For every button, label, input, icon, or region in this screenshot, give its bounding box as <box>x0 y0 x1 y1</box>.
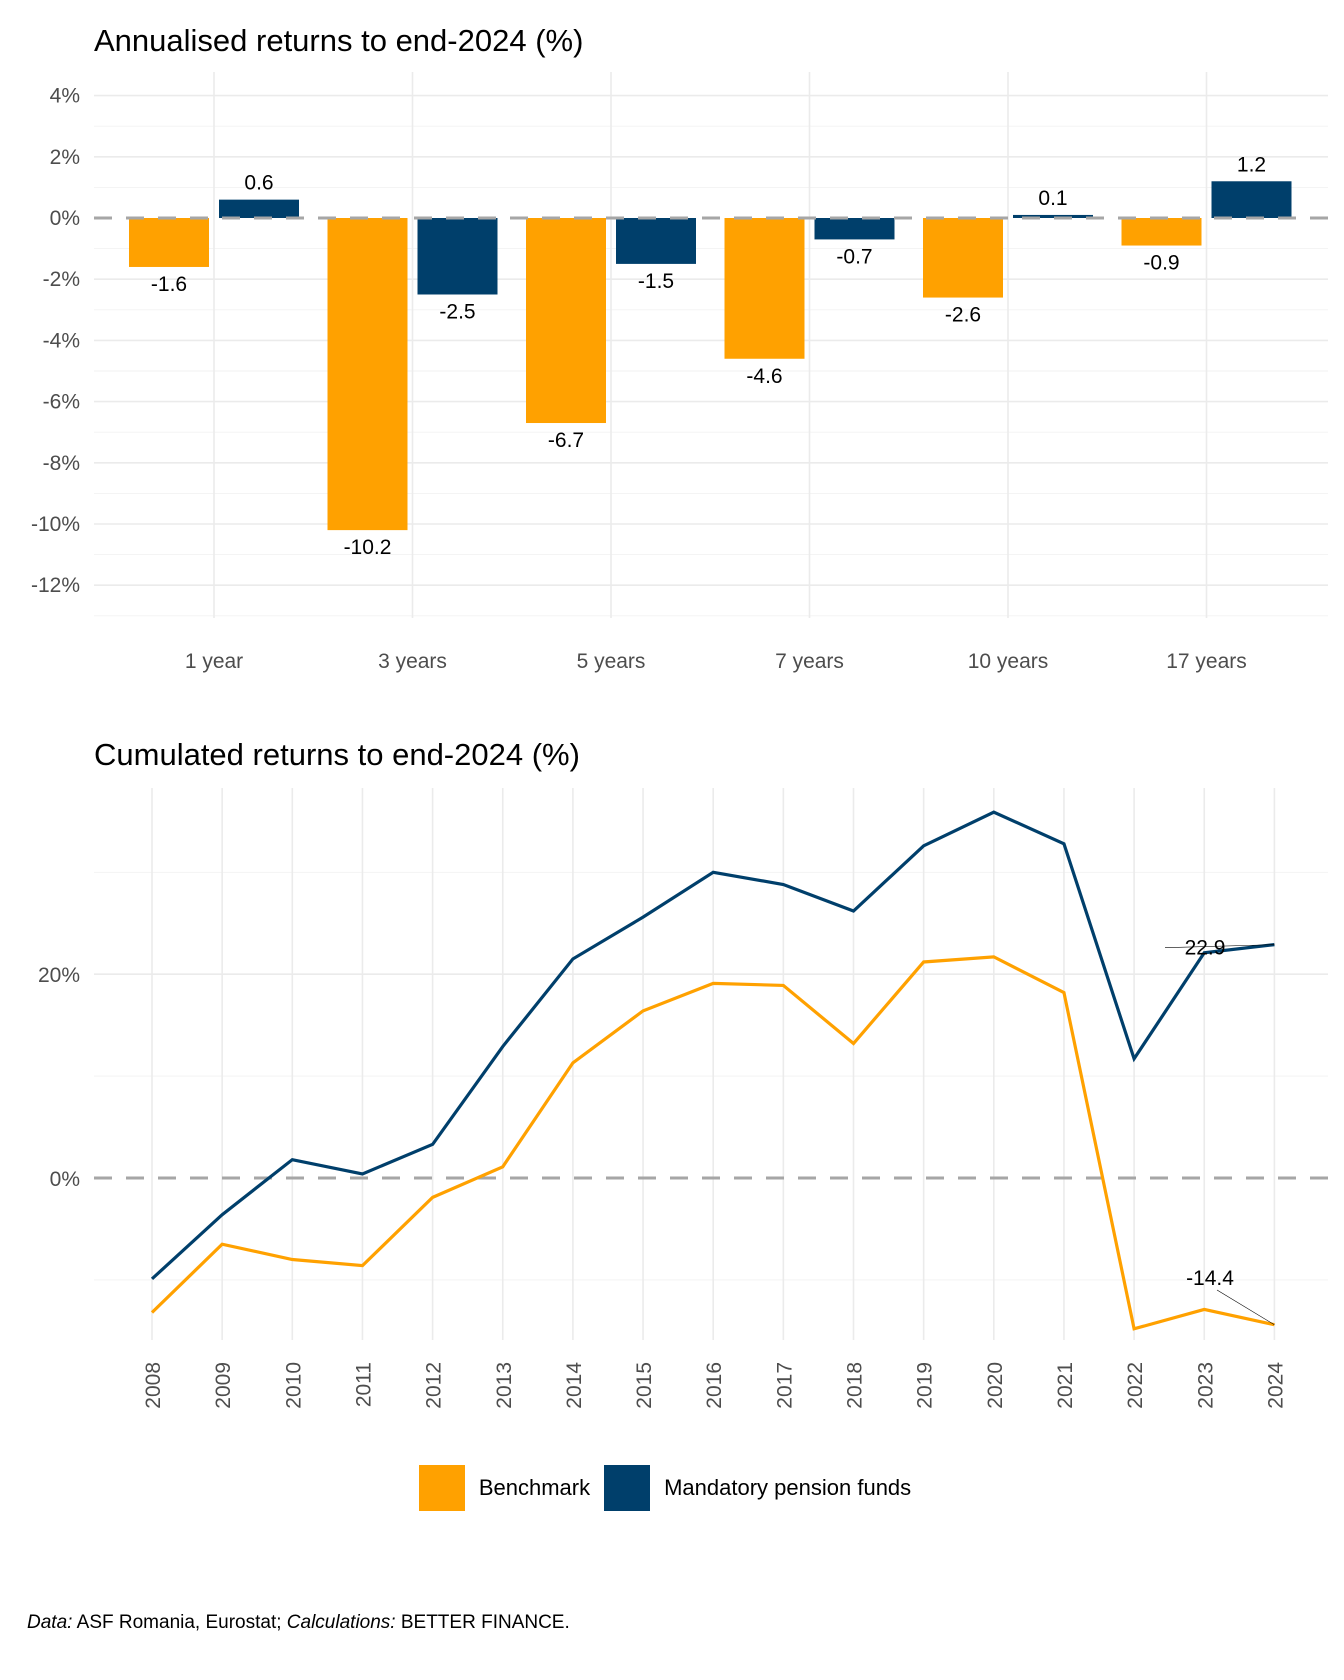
bar-benchmark-1-year <box>129 218 209 267</box>
line-x-tick-label: 2017 <box>773 1362 796 1409</box>
bar-chart-x-axis: 1 year 3 years 5 years 7 years 10 years 17 ye… <box>185 650 1247 673</box>
annotation-label-mandatory: 22.9 <box>1185 937 1226 960</box>
line-x-tick-label: 2015 <box>633 1362 656 1409</box>
bar-data-label: -1.5 <box>638 270 674 293</box>
bar-data-label: -10.2 <box>344 536 392 559</box>
bar-mandatory-3-years <box>417 218 498 295</box>
bar-data-label: -0.9 <box>1143 252 1179 275</box>
line-x-tick-label: 2023 <box>1194 1362 1217 1409</box>
line-x-tick-label: 2020 <box>984 1362 1007 1409</box>
bar-benchmark-17-years <box>1121 218 1202 246</box>
bar-x-tick-label: 1 year <box>185 650 243 673</box>
bar-data-label: 1.2 <box>1237 153 1266 176</box>
caption-data-text: ASF Romania, Eurostat; <box>72 1612 287 1633</box>
line-x-tick-label: 2012 <box>423 1362 446 1409</box>
bar-benchmark-7-years <box>724 218 805 359</box>
bar-chart-bars <box>129 181 1292 531</box>
line-x-tick-label: 2019 <box>914 1362 937 1409</box>
annotation-leader-benchmark <box>1216 1289 1275 1325</box>
line-x-tick-label: 2011 <box>352 1362 375 1407</box>
bar-benchmark-10-years <box>923 218 1003 298</box>
bar-data-label: -4.6 <box>746 365 782 388</box>
bar-x-tick-label: 5 years <box>577 650 646 673</box>
caption-data-label: Data: <box>27 1612 73 1633</box>
legend: Benchmark Mandatory pension funds <box>0 1465 1344 1511</box>
line-x-tick-label: 2013 <box>493 1362 516 1409</box>
legend-item-benchmark: Benchmark <box>418 1465 604 1511</box>
line-y-tick-label: 20% <box>38 964 80 987</box>
bar-data-label: -2.6 <box>945 304 981 327</box>
bar-mandatory-17-years <box>1211 181 1292 218</box>
bar-y-tick-label: -6% <box>43 391 80 414</box>
bar-y-tick-label: -4% <box>43 329 80 352</box>
line-x-tick-label: 2021 <box>1054 1362 1077 1409</box>
bar-data-label: -6.7 <box>548 429 584 452</box>
bar-x-tick-label: 3 years <box>378 650 447 673</box>
line-y-tick-label: 0% <box>50 1168 80 1191</box>
line-x-tick-label: 2018 <box>844 1362 867 1409</box>
legend-item-mandatory-pension-funds: Mandatory pension funds <box>604 1465 925 1511</box>
bar-y-tick-label: -12% <box>31 574 80 597</box>
line-chart-title: Cumulated returns to end-2024 (%) <box>94 737 580 772</box>
bar-chart-title: Annualised returns to end-2024 (%) <box>94 23 583 58</box>
bar-data-label: 0.6 <box>244 172 273 195</box>
annotation-leader-mandatory <box>1164 944 1275 948</box>
line-x-tick-label: 2014 <box>563 1362 586 1409</box>
bar-chart-y-axis: 4% 2% 0% -2% -4% -6% -8% -10% -12% <box>31 85 80 598</box>
line-x-tick-label: 2024 <box>1264 1362 1287 1409</box>
bar-y-tick-label: 4% <box>50 85 80 108</box>
line-x-tick-label: 2016 <box>703 1362 726 1409</box>
bar-data-label: 0.1 <box>1038 187 1067 210</box>
bar-data-label: -0.7 <box>836 245 872 268</box>
bar-benchmark-3-years <box>327 218 408 531</box>
bar-mandatory-7-years <box>814 218 895 240</box>
line-x-tick-label: 2022 <box>1124 1362 1147 1409</box>
bar-y-tick-label: 2% <box>50 146 80 169</box>
source-caption: Data: ASF Romania, Eurostat; Calculation… <box>27 1612 570 1634</box>
annotation-label-benchmark: -14.4 <box>1186 1267 1234 1290</box>
legend-swatch-mandatory-pension-funds <box>604 1465 651 1511</box>
bar-y-tick-label: -10% <box>31 513 80 536</box>
line-chart-gridlines <box>94 788 1328 1340</box>
legend-label-benchmark: Benchmark <box>478 1475 591 1500</box>
bar-y-tick-label: 0% <box>50 207 80 230</box>
bar-data-label: -2.5 <box>439 301 475 324</box>
line-chart-y-axis: 20% 0% <box>38 964 80 1191</box>
bar-chart-data-labels: -1.6 -10.2 -6.7 -4.6 -2.6 -0.9 0.6 -2.5 -1.5 -0.7… <box>151 153 1266 559</box>
bar-benchmark-5-years <box>526 218 606 424</box>
line-x-tick-label: 2010 <box>282 1362 305 1409</box>
bar-mandatory-5-years <box>616 218 696 264</box>
bar-x-tick-label: 7 years <box>775 650 844 673</box>
bar-x-tick-label: 10 years <box>968 650 1049 673</box>
legend-label-mandatory-pension-funds: Mandatory pension funds <box>664 1475 912 1500</box>
line-x-tick-label: 2009 <box>212 1362 235 1409</box>
bar-mandatory-10-years <box>1013 214 1093 218</box>
legend-swatch-benchmark <box>418 1465 465 1511</box>
caption-calc-label: Calculations: <box>286 1612 396 1633</box>
caption-calc-text: BETTER FINANCE. <box>395 1612 570 1633</box>
bar-x-tick-label: 17 years <box>1166 650 1247 673</box>
line-chart-x-axis: 2008 2009 2010 2011 2012 2013 2014 2015 2016 2017… <box>142 1362 1287 1409</box>
bar-y-tick-label: -8% <box>43 452 80 475</box>
bar-chart-gridlines <box>94 72 1328 618</box>
line-x-tick-label: 2008 <box>142 1362 165 1409</box>
bar-y-tick-label: -2% <box>43 268 80 291</box>
bar-data-label: -1.6 <box>151 273 187 296</box>
line-chart-annotations: 22.9 -14.4 <box>1164 937 1275 1325</box>
bar-mandatory-1-year <box>219 199 299 218</box>
